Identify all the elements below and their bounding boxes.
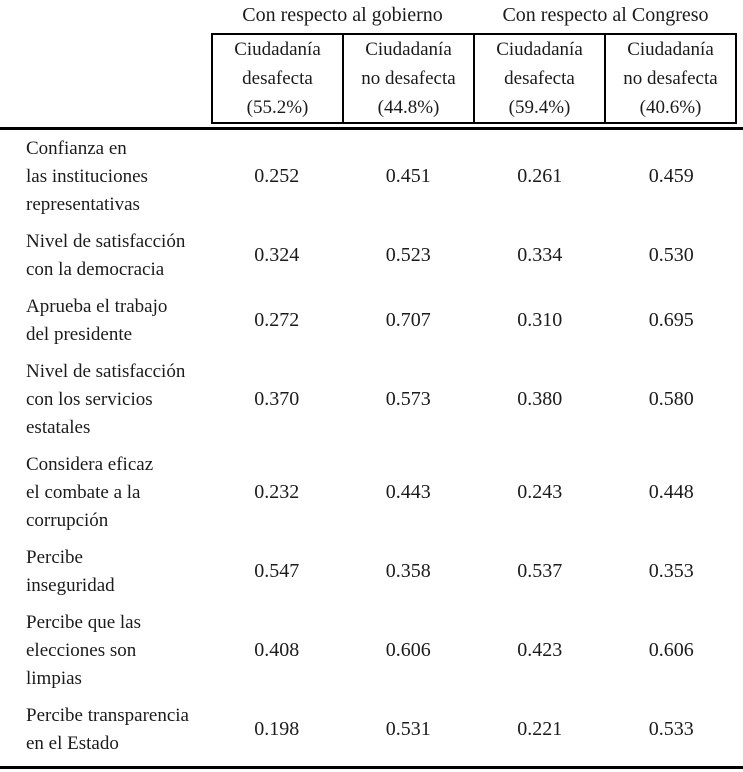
column-header-desafecta-gobierno: Ciudadanía desafecta (55.2%) — [234, 39, 321, 118]
row-label: Nivel de satisfacción con la democracia — [26, 230, 186, 280]
column-group-gobierno: Con respecto al gobierno — [242, 4, 443, 26]
cell-value: 0.537 — [517, 560, 563, 582]
table-body: Confianza en las instituciones represent… — [0, 130, 743, 762]
table-row: Considera eficaz el combate a la corrupc… — [0, 446, 743, 539]
cell-value: 0.334 — [517, 244, 563, 266]
table-row: Percibe transparencia en el Estado 0.198… — [0, 697, 743, 762]
cell-value: 0.707 — [385, 309, 431, 331]
table-row: Aprueba el trabajo del presidente 0.272 … — [0, 288, 743, 353]
cell-value: 0.310 — [517, 309, 563, 331]
row-label: Considera eficaz el combate a la corrupc… — [26, 453, 154, 531]
cell-value: 0.443 — [385, 481, 431, 503]
cell-value: 0.573 — [385, 388, 431, 410]
cell-value: 0.198 — [254, 718, 300, 740]
cell-value: 0.423 — [517, 639, 563, 661]
cell-value: 0.243 — [517, 481, 563, 503]
cell-value: 0.324 — [254, 244, 300, 266]
row-label: Percibe transparencia en el Estado — [26, 704, 189, 754]
cell-value: 0.580 — [648, 388, 694, 410]
row-label: Percibe inseguridad — [26, 546, 115, 596]
cell-value: 0.261 — [517, 165, 563, 187]
cell-value: 0.408 — [254, 639, 300, 661]
cell-value: 0.531 — [385, 718, 431, 740]
cell-value: 0.523 — [385, 244, 431, 266]
table-row: Confianza en las instituciones represent… — [0, 130, 743, 223]
table-row: Percibe que las elecciones son limpias 0… — [0, 604, 743, 697]
cell-value: 0.353 — [648, 560, 694, 582]
table-row: Nivel de satisfacción con la democracia … — [0, 223, 743, 288]
table-bottom-line — [0, 766, 743, 769]
cell-value: 0.232 — [254, 481, 300, 503]
row-label: Nivel de satisfacción con los servicios … — [26, 360, 186, 438]
cell-value: 0.448 — [648, 481, 694, 503]
cell-value: 0.606 — [385, 639, 431, 661]
cell-value: 0.252 — [254, 165, 300, 187]
cell-value: 0.358 — [385, 560, 431, 582]
cell-value: 0.606 — [648, 639, 694, 661]
cell-value: 0.451 — [385, 165, 431, 187]
column-header-no-desafecta-gobierno: Ciudadanía no desafecta (44.8%) — [342, 35, 473, 122]
column-header-no-desafecta-congreso: Ciudadanía no desafecta (40.6%) — [604, 35, 735, 122]
column-header-box: Ciudadanía desafecta (55.2%) Ciudadanía … — [211, 33, 737, 124]
column-group-header-row: Con respecto al gobierno Con respecto al… — [211, 0, 737, 33]
table-row: Percibe inseguridad 0.547 0.358 0.537 0.… — [0, 539, 743, 604]
cell-value: 0.459 — [648, 165, 694, 187]
row-label: Percibe que las elecciones son limpias — [26, 611, 142, 689]
column-header-desafecta-congreso: Ciudadanía desafecta (59.4%) — [473, 35, 604, 122]
cell-value: 0.221 — [517, 718, 563, 740]
row-label: Aprueba el trabajo del presidente — [26, 295, 168, 345]
cell-value: 0.547 — [254, 560, 300, 582]
cell-value: 0.533 — [648, 718, 694, 740]
cell-value: 0.370 — [254, 388, 300, 410]
cell-value: 0.272 — [254, 309, 300, 331]
cell-value: 0.530 — [648, 244, 694, 266]
cell-value: 0.380 — [517, 388, 563, 410]
header-separator-line — [0, 127, 743, 130]
row-label: Confianza en las instituciones represent… — [26, 137, 148, 215]
column-group-congreso: Con respecto al Congreso — [502, 4, 709, 26]
cell-value: 0.695 — [648, 309, 694, 331]
table-row: Nivel de satisfacción con los servicios … — [0, 353, 743, 446]
